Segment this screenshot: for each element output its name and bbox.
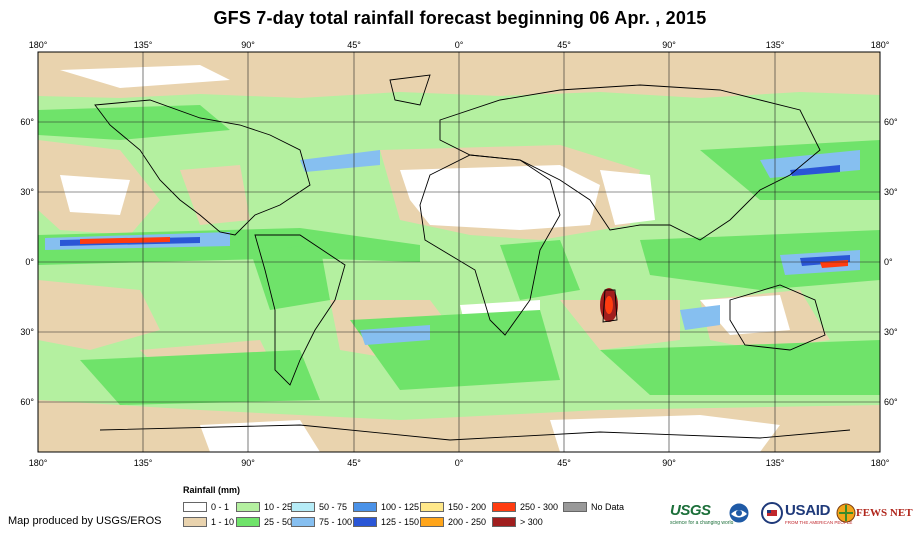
- legend-swatch: [236, 517, 260, 527]
- usaid-tagline: FROM THE AMERICAN PEOPLE: [785, 520, 853, 525]
- legend-item: 1 - 10: [183, 516, 234, 528]
- legend-item: > 300: [492, 516, 543, 528]
- lon-tick: 45°: [347, 40, 361, 50]
- lat-tick: 0°: [884, 257, 893, 267]
- lon-tick: 180°: [871, 458, 890, 468]
- legend-item: 0 - 1: [183, 501, 229, 513]
- lon-tick: 45°: [557, 40, 571, 50]
- legend-label: 100 - 125: [381, 502, 420, 512]
- lon-tick: 135°: [134, 40, 153, 50]
- legend-label: 200 - 250: [448, 517, 487, 527]
- lon-tick: 90°: [662, 40, 676, 50]
- legend-label: 10 - 25: [264, 502, 293, 512]
- graticule: [38, 52, 880, 452]
- lat-tick: 60°: [20, 397, 34, 407]
- legend-item: 150 - 200: [420, 501, 486, 513]
- legend-item: 250 - 300: [492, 501, 558, 513]
- legend-label: 250 - 300: [520, 502, 559, 512]
- lon-tick: 135°: [766, 40, 785, 50]
- legend-label: 75 - 100: [319, 517, 353, 527]
- legend-label: 150 - 200: [448, 502, 487, 512]
- lon-tick: 45°: [557, 458, 571, 468]
- legend-item: 200 - 250: [420, 516, 486, 528]
- legend-label: > 300: [520, 517, 543, 527]
- lon-tick: 180°: [29, 458, 48, 468]
- lon-tick: 90°: [241, 458, 255, 468]
- legend-swatch: [183, 517, 207, 527]
- usaid-seal: [761, 502, 783, 524]
- lat-tick: 60°: [884, 397, 898, 407]
- legend-swatch: [492, 517, 516, 527]
- legend-label: 50 - 75: [319, 502, 348, 512]
- legend-swatch: [563, 502, 587, 512]
- lat-tick: 30°: [884, 327, 898, 337]
- lat-tick: 30°: [884, 187, 898, 197]
- legend-label: 125 - 150: [381, 517, 420, 527]
- legend-swatch: [291, 502, 315, 512]
- lat-tick: 60°: [20, 117, 34, 127]
- legend-swatch: [291, 517, 315, 527]
- lon-ticks-top: 180° 135° 90° 45° 0° 45° 90° 135° 180°: [29, 40, 890, 50]
- legend-item: 10 - 25: [236, 501, 292, 513]
- legend-swatch: [183, 502, 207, 512]
- lon-tick: 90°: [241, 40, 255, 50]
- very-dry-zones: [60, 65, 790, 452]
- legend-item: 50 - 75: [291, 501, 347, 513]
- usgs-wordmark: USGS: [670, 502, 711, 519]
- lat-tick: 60°: [884, 117, 898, 127]
- lat-ticks-right: 60° 30° 0° 30° 60°: [884, 117, 898, 407]
- credit-text: Map produced by USGS/EROS: [8, 515, 162, 527]
- usaid-wordmark: USAID: [785, 502, 831, 519]
- lat-tick: 30°: [20, 187, 34, 197]
- rainfall-map: 180° 135° 90° 45° 0° 45° 90° 135° 180° 1…: [20, 40, 898, 468]
- legend-label: 1 - 10: [211, 517, 235, 527]
- legend-label: 25 - 50: [264, 517, 293, 527]
- usgs-logo: USGS science for a changing world: [670, 502, 733, 526]
- legend-item: No Data: [563, 501, 624, 513]
- legend-title: Rainfall (mm): [183, 485, 241, 495]
- fews-net-wordmark: FEWS NET: [856, 507, 913, 519]
- legend-swatch: [492, 502, 516, 512]
- lat-tick: 30°: [20, 327, 34, 337]
- legend-swatch: [353, 502, 377, 512]
- lat-tick: 0°: [25, 257, 34, 267]
- lon-tick: 180°: [29, 40, 48, 50]
- lon-tick: 0°: [455, 458, 464, 468]
- legend-label: No Data: [591, 502, 625, 512]
- lat-ticks-left: 60° 30° 0° 30° 60°: [20, 117, 34, 407]
- lon-tick: 45°: [347, 458, 361, 468]
- legend-swatch: [420, 502, 444, 512]
- legend-swatch: [420, 517, 444, 527]
- fews-net-logo: FEWS NET: [856, 503, 913, 521]
- usgs-tagline: science for a changing world: [670, 520, 734, 526]
- map-title: GFS 7-day total rainfall forecast beginn…: [213, 8, 707, 28]
- lon-tick: 0°: [455, 40, 464, 50]
- lon-tick: 135°: [766, 458, 785, 468]
- noaa-logo: [728, 502, 750, 524]
- lon-tick: 135°: [134, 458, 153, 468]
- legend-item: 25 - 50: [236, 516, 292, 528]
- legend-swatch: [236, 502, 260, 512]
- usaid-logo: USAID FROM THE AMERICAN PEOPLE: [785, 502, 852, 525]
- legend-item: 75 - 100: [291, 516, 352, 528]
- legend-swatch: [353, 517, 377, 527]
- legend-item: 100 - 125: [353, 501, 419, 513]
- lon-ticks-bottom: 180° 135° 90° 45° 0° 45° 90° 135° 180°: [29, 458, 890, 468]
- legend-item: 125 - 150: [353, 516, 419, 528]
- lon-tick: 180°: [871, 40, 890, 50]
- fews-net-emblem: [836, 503, 856, 523]
- legend-label: 0 - 1: [211, 502, 230, 512]
- lon-tick: 90°: [662, 458, 676, 468]
